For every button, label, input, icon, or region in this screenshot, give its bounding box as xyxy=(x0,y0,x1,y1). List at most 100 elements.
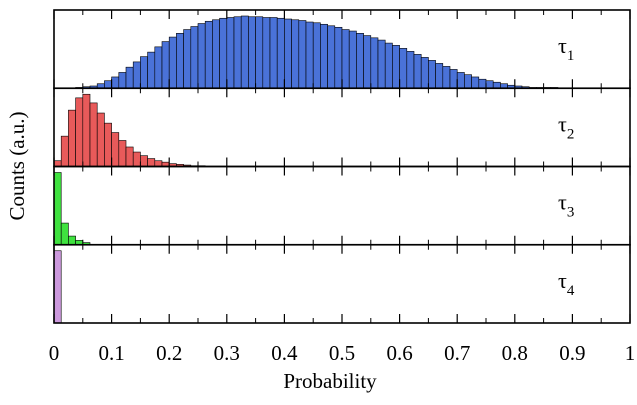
bar-1-58 xyxy=(471,76,480,89)
bar-1-60 xyxy=(485,80,494,89)
series-label-4: τ4 xyxy=(558,268,575,299)
series-label-subscript-2: 2 xyxy=(567,126,575,142)
bar-1-30 xyxy=(269,17,278,89)
bar-1-11 xyxy=(132,61,141,89)
bar-1-12 xyxy=(140,56,148,89)
bar-1-39 xyxy=(334,26,343,89)
bar-1-35 xyxy=(305,21,314,89)
bar-1-15 xyxy=(161,41,170,89)
x-tick-label-4: 0.4 xyxy=(271,341,298,365)
x-tick-label-3: 0.3 xyxy=(214,341,240,365)
bar-1-14 xyxy=(154,46,163,89)
bar-1-10 xyxy=(125,66,134,89)
x-tick-label-1: 0.1 xyxy=(98,341,124,365)
x-tick-label-9: 0.9 xyxy=(559,341,585,365)
bar-1-38 xyxy=(327,25,336,89)
bar-1-61 xyxy=(492,81,501,89)
bar-1-32 xyxy=(284,18,292,89)
x-tick-label-10: 1 xyxy=(625,341,636,365)
bar-2-5 xyxy=(89,102,98,167)
bar-1-36 xyxy=(312,22,321,89)
bar-1-56 xyxy=(456,72,465,89)
bar-1-13 xyxy=(147,51,156,89)
x-tick-label-7: 0.7 xyxy=(444,341,470,365)
bar-1-17 xyxy=(176,33,184,89)
bar-1-31 xyxy=(276,17,285,89)
bar-1-52 xyxy=(428,60,436,89)
bar-1-26 xyxy=(240,15,249,89)
bar-2-7 xyxy=(104,122,112,167)
bar-2-10 xyxy=(125,146,134,167)
x-axis-title: Probability xyxy=(283,369,377,393)
bar-1-43 xyxy=(363,35,372,89)
panels-group: τ1 τ2 τ3 τ4 xyxy=(53,9,631,324)
x-tick-label-0: 0 xyxy=(49,341,60,365)
bar-2-12 xyxy=(140,155,148,167)
x-tick-label-5: 0.5 xyxy=(329,341,355,365)
bar-1-46 xyxy=(384,42,393,89)
bar-2-14 xyxy=(154,160,163,167)
bar-2-1 xyxy=(60,135,69,167)
panel-4: τ4 xyxy=(53,243,631,324)
series-label-3: τ3 xyxy=(558,190,574,221)
bar-1-7 xyxy=(104,80,112,89)
bar-2-8 xyxy=(111,132,120,167)
bar-4-0 xyxy=(53,250,62,324)
bar-1-19 xyxy=(190,26,199,89)
bar-1-28 xyxy=(255,16,264,89)
bar-1-42 xyxy=(356,33,364,89)
bar-1-9 xyxy=(118,72,127,89)
bar-3-0 xyxy=(53,172,62,246)
bar-1-57 xyxy=(464,74,472,89)
bar-2-3 xyxy=(75,97,84,167)
bar-2-2 xyxy=(68,109,76,167)
bar-2-13 xyxy=(147,158,156,167)
bar-1-18 xyxy=(183,29,192,89)
bar-1-29 xyxy=(262,17,271,89)
bar-2-4 xyxy=(82,93,91,167)
panel-2: τ2 xyxy=(53,87,631,168)
y-axis-title: Counts (a.u.) xyxy=(5,111,29,220)
bar-1-37 xyxy=(320,23,328,89)
bar-1-54 xyxy=(442,66,451,89)
series-label-subscript-1: 1 xyxy=(567,48,575,64)
series-label-1: τ1 xyxy=(558,33,574,64)
bar-1-51 xyxy=(420,57,429,89)
x-tick-label-2: 0.2 xyxy=(156,341,182,365)
bar-1-55 xyxy=(449,69,458,89)
bar-1-25 xyxy=(233,16,242,89)
x-tick-label-8: 0.8 xyxy=(502,341,528,365)
bar-1-59 xyxy=(478,78,487,89)
bar-1-34 xyxy=(298,20,307,89)
bar-1-27 xyxy=(248,16,256,89)
bar-1-23 xyxy=(219,17,228,89)
series-label-2: τ2 xyxy=(558,111,574,142)
bar-2-9 xyxy=(118,140,127,167)
bar-3-2 xyxy=(68,235,76,246)
bar-1-45 xyxy=(377,39,386,89)
x-tick-label-6: 0.6 xyxy=(386,341,412,365)
bar-2-0 xyxy=(53,160,62,167)
panel-frame-4 xyxy=(53,243,631,324)
bar-1-33 xyxy=(291,19,300,89)
bar-1-50 xyxy=(413,54,422,89)
bar-1-47 xyxy=(392,45,400,89)
bar-1-22 xyxy=(212,19,220,89)
bar-1-20 xyxy=(197,23,206,89)
bar-1-49 xyxy=(406,51,415,89)
bar-1-53 xyxy=(435,63,444,89)
bar-2-11 xyxy=(132,151,141,167)
bar-1-40 xyxy=(341,29,350,89)
bar-3-1 xyxy=(60,222,69,246)
bar-1-48 xyxy=(399,48,408,89)
bar-1-24 xyxy=(226,17,235,89)
x-tick-labels: 0 0.1 0.2 0.3 0.4 0.5 0.6 0.7 0.8 0.9 1 xyxy=(49,341,636,365)
panel-frame-3 xyxy=(53,165,631,246)
panel-1: τ1 xyxy=(53,9,631,90)
bar-1-8 xyxy=(111,76,120,89)
bar-1-16 xyxy=(168,36,177,89)
bar-2-6 xyxy=(96,112,105,167)
series-label-subscript-3: 3 xyxy=(567,205,575,221)
bar-1-21 xyxy=(204,20,213,89)
panel-3: τ3 xyxy=(53,165,631,246)
